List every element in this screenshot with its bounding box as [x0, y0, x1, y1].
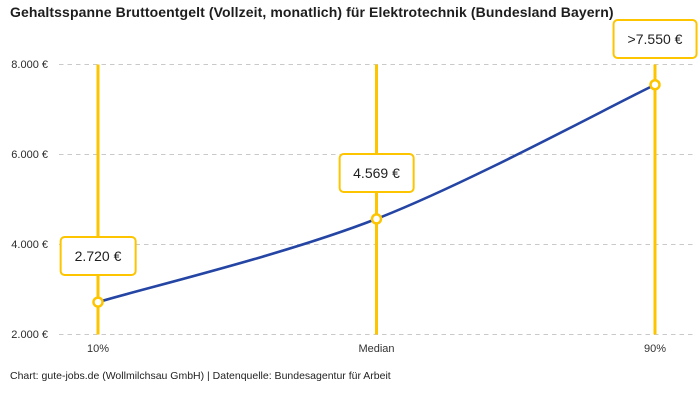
chart-source-attribution: Chart: gute-jobs.de (Wollmilchsau GmbH) … — [10, 370, 391, 382]
data-point-marker-10%[interactable] — [92, 296, 104, 308]
value-callout-median: 4.569 € — [338, 152, 415, 193]
y-axis-tick-4000: 4.000 € — [11, 238, 48, 251]
value-callout-10th-percentile: 2.720 € — [59, 236, 137, 277]
chart-title: Gehaltsspanne Bruttoentgelt (Vollzeit, m… — [10, 4, 614, 20]
y-axis-tick-8000: 8.000 € — [11, 58, 48, 71]
y-axis-tick-2000: 2.000 € — [11, 328, 48, 341]
data-point-marker-90%[interactable] — [649, 79, 661, 91]
y-axis-tick-6000: 6.000 € — [11, 148, 48, 161]
x-axis-label-90th-percentile: 90% — [643, 343, 667, 355]
x-axis-label-median: Median — [358, 343, 395, 355]
data-point-marker-Median[interactable] — [370, 213, 383, 225]
value-callout-90th-percentile: >7.550 € — [612, 18, 698, 59]
x-axis-label-10th-percentile: 10% — [86, 343, 110, 355]
